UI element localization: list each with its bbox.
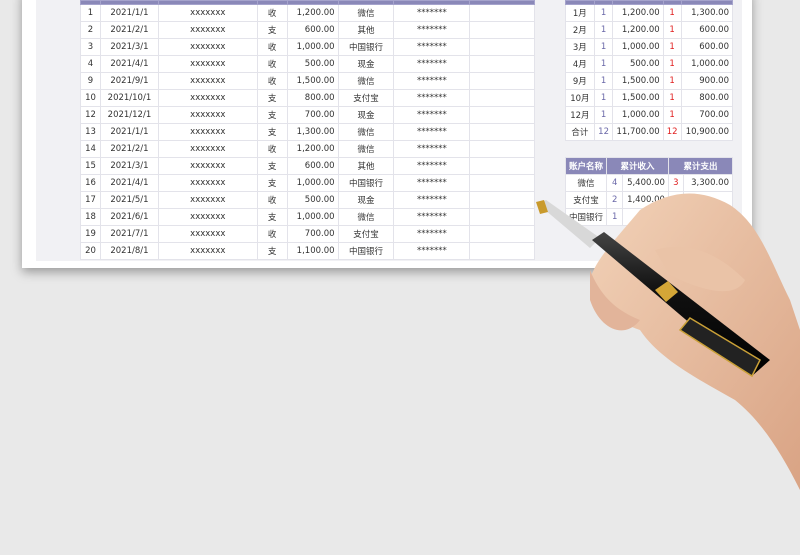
date: 2021/8/1 [99,242,159,260]
income-count: 1 [606,208,624,226]
table-row: 1 2021/1/1 xxxxxxx 收 1,200.00 微信 ******* [80,4,535,22]
table-row: 微信 4 5,400.00 3 3,300.00 [564,174,734,192]
row-number: 19 [80,225,101,243]
empty-cell [469,242,535,260]
header-row [80,0,535,5]
monthly-summary-table: 1月 1 1,200.00 1 1,300.00 2月 1 1,200.00 1 600.00 3月… [565,0,734,141]
row-number: 20 [80,242,101,260]
income-total: 1,500.00 [612,72,664,90]
table-row: 合计 12 11,700.00 12 10,900.00 [565,123,734,141]
note: ******* [393,225,471,243]
table-row: 12 2021/12/1 xxxxxxx 支 700.00 现金 ******* [80,106,535,124]
row-number: 1 [80,4,101,22]
table-row: 18 2021/6/1 xxxxxxx 支 1,000.00 微信 ******* [80,208,535,226]
table-row: 10月 1 1,500.00 1 800.00 [565,89,734,107]
description: xxxxxxx [157,242,258,260]
table-row: 1月 1 1,200.00 1 1,300.00 [565,4,734,22]
table-row: 2 2021/2/1 xxxxxxx 支 600.00 其他 ******* [80,21,535,39]
month: 合计 [565,123,595,141]
table-row: 2月 1 1,200.00 1 600.00 [565,21,734,39]
row-number: 9 [80,72,101,90]
account: 中国银行 [337,174,395,192]
table-row: 19 2021/7/1 xxxxxxx 收 700.00 支付宝 ******* [80,225,535,243]
header-expense: 累计支出 [667,157,734,175]
account: 现金 [337,191,395,209]
note: ******* [393,242,471,260]
table-row: 12月 1 1,000.00 1 700.00 [565,106,734,124]
amount: 500.00 [286,191,339,209]
table-row: 3 2021/3/1 xxxxxxx 收 1,000.00 中国银行 ******* [80,38,535,56]
account: 中国银行 [337,242,395,260]
date: 2021/1/1 [99,4,159,22]
expense-total: 10,900.00 [680,123,734,141]
income-count: 12 [593,123,614,141]
ledger-table: 1 2021/1/1 xxxxxxx 收 1,200.00 微信 ******* 2 2021/… [80,0,535,260]
table-row: 9月 1 1,500.00 1 900.00 [565,72,734,90]
table-row: 20 2021/8/1 xxxxxxx 支 1,100.00 中国银行 ******* [80,242,535,260]
header-account: 账户名称 [564,157,608,175]
month: 2月 [565,21,595,39]
header-income: 累计收入 [606,157,669,175]
table-row: 4月 1 500.00 1 1,000.00 [565,55,734,73]
table-row: 4 2021/4/1 xxxxxxx 收 500.00 现金 ******* [80,55,535,73]
account: 微信 [337,4,395,22]
amount: 1,100.00 [286,242,339,260]
hand-shape [590,193,800,490]
table-row: 16 2021/4/1 xxxxxxx 支 1,000.00 中国银行 ******* [80,174,535,192]
row-number: 16 [80,174,101,192]
income-total: 11,700.00 [612,123,664,141]
pen-icon [536,200,770,378]
